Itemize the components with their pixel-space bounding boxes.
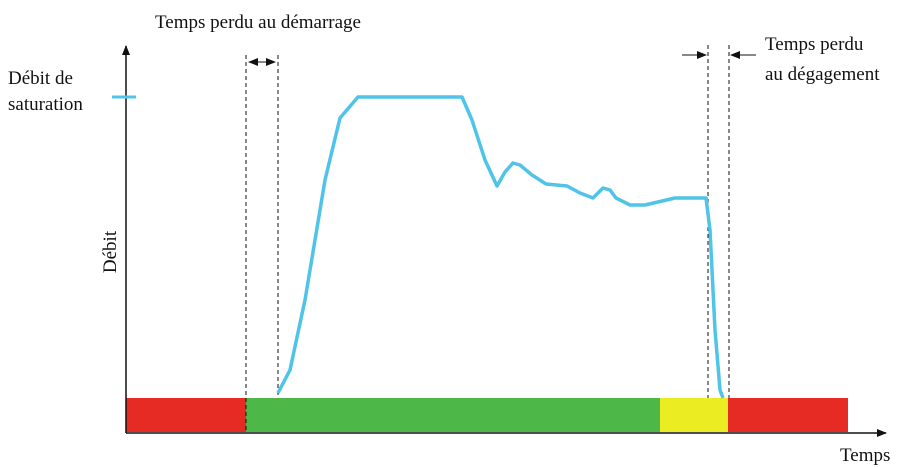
clearance-loss-label: au dégagement: [765, 64, 880, 85]
red-phase: [126, 398, 246, 432]
guides: [245, 45, 730, 432]
yellow-phase: [660, 398, 728, 432]
green-phase: [246, 398, 660, 432]
startup-loss-label: Temps perdu au démarrage: [155, 12, 361, 33]
x-axis-label: Temps: [840, 445, 890, 466]
red-phase: [728, 398, 848, 432]
flow-curve: [276, 95, 725, 399]
saturation-label: saturation: [8, 94, 83, 115]
saturation-label: Débit de: [8, 68, 73, 89]
loss-arrows: [248, 51, 756, 66]
clearance-loss-label: Temps perdu: [765, 34, 864, 55]
y-axis-label: Débit: [100, 230, 121, 273]
